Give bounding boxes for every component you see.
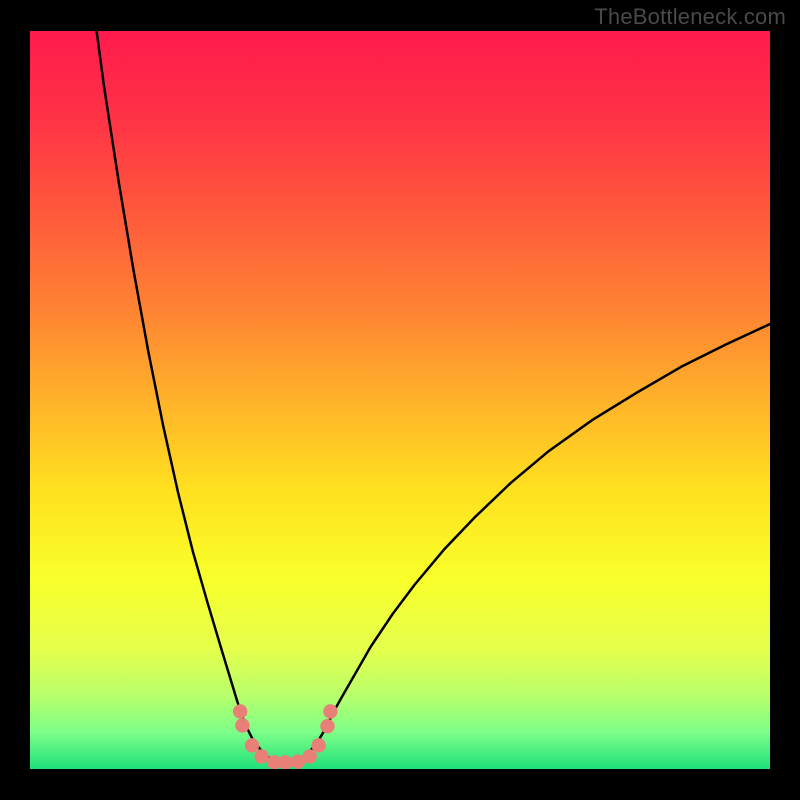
curve-marker	[233, 704, 247, 718]
plot-background	[30, 31, 770, 769]
curve-marker	[278, 755, 292, 769]
curve-marker	[254, 749, 268, 763]
curve-marker	[320, 719, 334, 733]
curve-marker	[235, 718, 249, 732]
curve-marker	[323, 704, 337, 718]
curve-marker	[311, 738, 325, 752]
curve-marker	[245, 738, 259, 752]
bottleneck-plot	[30, 31, 770, 769]
watermark-label: TheBottleneck.com	[594, 4, 786, 30]
plot-svg	[30, 31, 770, 769]
chart-frame: TheBottleneck.com	[0, 0, 800, 800]
